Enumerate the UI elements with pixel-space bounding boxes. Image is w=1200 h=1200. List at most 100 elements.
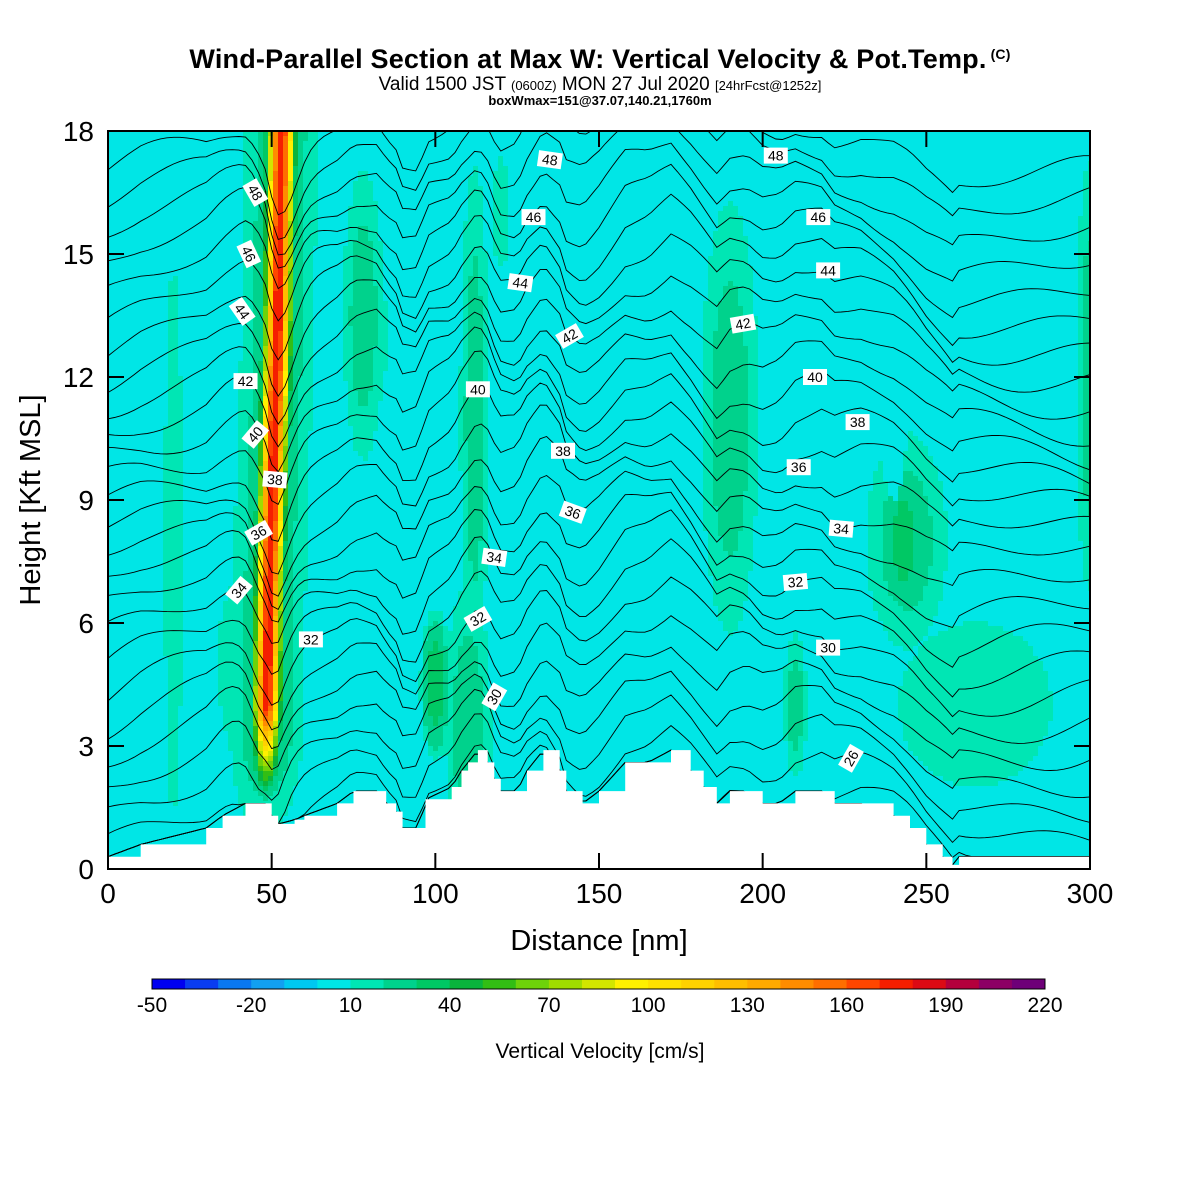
colorbar-tick-label: 70 (537, 994, 560, 1017)
isentrope-label-text: 38 (266, 471, 283, 488)
x-tick-label: 50 (256, 878, 287, 909)
valid-date: MON 27 Jul 2020 (562, 74, 710, 95)
colorbar-swatch (813, 979, 848, 989)
colorbar-tick-label: 220 (1027, 994, 1062, 1017)
isentrope-label: 44 (507, 273, 534, 293)
isentrope-label: 30 (816, 639, 841, 656)
isentrope-label-text: 34 (833, 520, 850, 537)
vertical-velocity-field (108, 131, 1090, 869)
isentrope-label: 32 (463, 605, 493, 632)
isentrope-label-text: 42 (238, 373, 254, 389)
colorbar-swatch (615, 979, 649, 989)
colorbar-tick-label: 190 (928, 994, 963, 1017)
isentrope-labels: 48 46 44 42 40 38 36 34 32 48 46 44 42 40 38 36 34 32 30 48… (225, 147, 870, 773)
isentrope-label-text: 48 (541, 151, 559, 169)
colorbar-swatch (350, 979, 385, 989)
isentrope-label: 42 (729, 313, 757, 334)
isentrope-line (108, 193, 1090, 347)
isentrope-line (108, 538, 1090, 698)
isentrope-label-text: 32 (467, 608, 489, 630)
isentrope-label-text: 30 (483, 686, 505, 708)
isentrope-label: 36 (786, 459, 811, 476)
isentrope-label-text: 38 (850, 414, 866, 430)
y-tick-label: 0 (78, 854, 94, 885)
colorbar-swatch (681, 979, 715, 989)
isentrope-line (108, 297, 1090, 425)
colorbar-swatch (1011, 979, 1046, 989)
box-wmax-line: boxWmax=151@37.07,140.21,1760m (0, 93, 1200, 108)
isentrope-label: 48 (242, 178, 269, 207)
isentrope-label: 40 (465, 381, 490, 398)
isentrope-label: 34 (828, 519, 854, 538)
isentrope-label: 32 (782, 572, 809, 592)
isentrope-line (108, 646, 1090, 771)
isentrope-line (108, 142, 1090, 282)
isentrope-line (108, 131, 1090, 216)
colorbar-swatch (482, 979, 517, 989)
colorbar-swatch (284, 979, 318, 989)
colorbar-swatch (317, 979, 351, 989)
colorbar-tick-label: 10 (339, 994, 362, 1017)
colorbar-swatch (648, 979, 682, 989)
isentrope-label: 34 (225, 575, 253, 605)
y-tick-label: 18 (63, 116, 94, 147)
valid-time-utc: (0600Z) (511, 78, 557, 93)
isentrope-label: 34 (481, 547, 508, 567)
isentrope-label: 40 (241, 420, 270, 449)
isentrope-line (108, 382, 1090, 542)
isentrope-label: 46 (521, 209, 546, 226)
y-tick-label: 6 (78, 608, 94, 639)
isentrope-label-text: 26 (840, 747, 862, 769)
colorbar-swatch (879, 979, 914, 989)
colorbar-swatch (912, 979, 947, 989)
isentrope-label-text: 38 (555, 443, 571, 459)
isentrope-line (108, 350, 1090, 506)
isentrope-line (108, 404, 1090, 575)
y-tick-label: 9 (78, 485, 94, 516)
isentrope-label: 42 (233, 373, 258, 390)
isentrope-line (108, 670, 1090, 799)
isentrope-label-text: 46 (811, 209, 827, 225)
colorbar-swatch (548, 979, 583, 989)
isentrope-label: 46 (236, 239, 262, 269)
x-tick-label: 0 (100, 878, 116, 909)
chart-title: Wind-Parallel Section at Max W: Vertical… (0, 44, 1200, 75)
isentrope-line (108, 233, 1090, 366)
isentrope-label-text: 46 (238, 244, 259, 265)
colorbar-tick-label: 130 (730, 994, 765, 1017)
y-tick-label: 3 (78, 731, 94, 762)
isentrope-label: 32 (298, 631, 323, 648)
isentrope-line (108, 470, 1090, 611)
x-tick-label: 250 (903, 878, 950, 909)
colorbar-tick-label: 100 (631, 994, 666, 1017)
y-tick-label: 12 (63, 362, 94, 393)
isentrope-label: 42 (555, 323, 584, 349)
isentrope-line (108, 615, 1090, 744)
isentrope-line (108, 435, 1090, 597)
isentrope-label: 36 (558, 500, 587, 524)
isentrope-label: 38 (845, 414, 870, 431)
isentrope-label-text: 42 (559, 325, 581, 347)
isentrope-label: 44 (228, 296, 256, 326)
isentrope-line (108, 509, 1090, 668)
isentrope-label-text: 36 (791, 459, 807, 475)
colorbar-swatch (416, 979, 451, 989)
y-tick-label: 15 (63, 239, 94, 270)
isentrope-label-text: 40 (807, 369, 823, 385)
isentrope-label-text: 40 (470, 381, 486, 397)
colorbar-tick-label: 40 (438, 994, 461, 1017)
isentrope-label-text: 30 (820, 640, 836, 656)
isentrope-label-text: 36 (248, 522, 270, 544)
isentrope-line (108, 688, 1090, 823)
x-tick-label: 200 (739, 878, 786, 909)
chart-title-text: Wind-Parallel Section at Max W: Vertical… (189, 44, 986, 74)
terrain (108, 750, 1090, 869)
isentrope-label-text: 44 (512, 274, 530, 292)
isentrope-line (108, 269, 1090, 397)
isentrope-line (108, 491, 1090, 629)
isentrope-line (108, 311, 1090, 448)
isentrope-label-text: 36 (563, 502, 583, 522)
colorbar-swatch (747, 979, 781, 989)
colorbar-swatch (515, 979, 550, 989)
isentrope-line (108, 131, 1090, 256)
